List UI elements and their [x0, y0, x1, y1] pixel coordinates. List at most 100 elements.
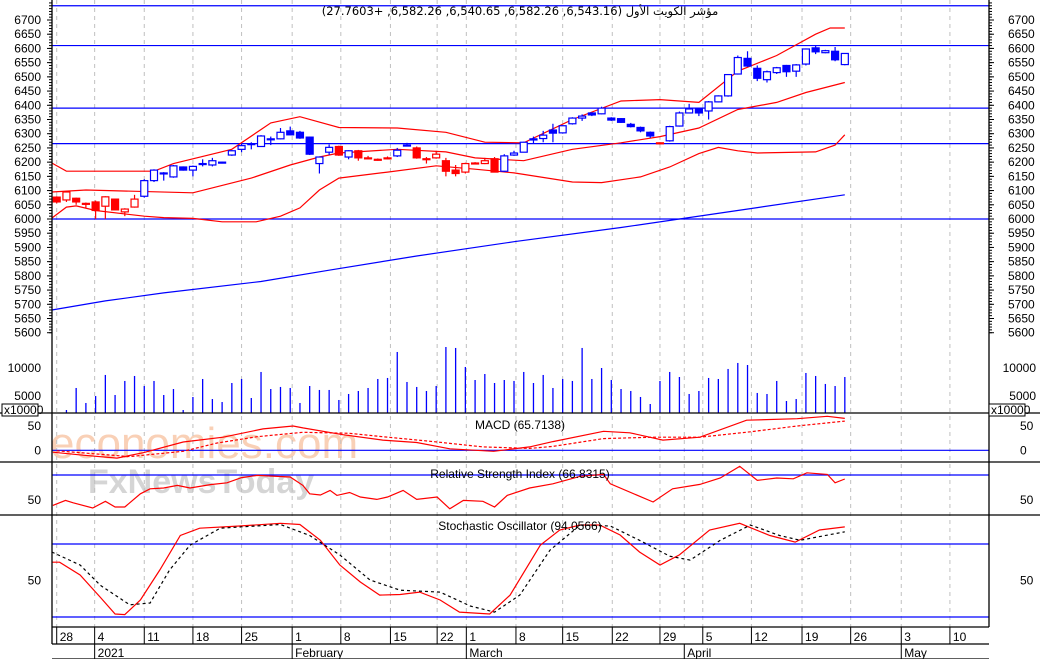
candle-body [772, 67, 781, 74]
day-tick-label: 1 [469, 630, 476, 644]
price-tick-label-left: 6550 [14, 56, 41, 70]
candle [315, 156, 324, 174]
stochastic-k-line [51, 522, 845, 616]
candle [305, 136, 314, 156]
price-tick-label-right: 5900 [1008, 240, 1035, 254]
price-tick-label-left: 6300 [14, 127, 41, 141]
price-tick-label-right: 6450 [1008, 84, 1035, 98]
candle [120, 208, 129, 217]
candle-body [694, 108, 703, 114]
candle [432, 150, 441, 159]
candle [597, 106, 606, 115]
candle [266, 136, 275, 146]
candle [247, 142, 256, 150]
day-tick-label: 3 [904, 630, 911, 644]
candle-body [548, 129, 558, 134]
candle-body [762, 71, 772, 81]
day-tick-label: 19 [805, 630, 819, 644]
candle-body [675, 112, 684, 127]
candle-body [840, 52, 849, 66]
price-tick-label-left: 6050 [14, 198, 41, 212]
candle [714, 95, 723, 103]
price-tick-label-right: 6600 [1008, 41, 1035, 55]
price-tick-label-left: 5750 [14, 283, 41, 297]
price-tick-label-left: 6600 [14, 41, 41, 55]
volume-unit-right: x10000 [991, 403, 1031, 417]
volume-tick-label-right: 5000 [1009, 389, 1036, 403]
candle [762, 70, 772, 83]
candle-body [597, 107, 606, 115]
candle-body [480, 160, 489, 165]
candle-body [354, 150, 363, 159]
candle-body [509, 152, 519, 156]
candle-body [636, 126, 645, 132]
candle-body [315, 156, 324, 165]
candle [140, 179, 149, 198]
candle [509, 150, 519, 156]
candle-body [247, 143, 256, 146]
candle [198, 159, 207, 167]
price-tick-label-right: 5850 [1008, 255, 1035, 269]
candle-body [266, 138, 275, 141]
candle-body [723, 73, 733, 97]
candle-body [149, 169, 159, 182]
candle [412, 146, 421, 159]
price-tick-label-right: 6000 [1008, 212, 1035, 226]
candle [500, 154, 509, 173]
stochastic-tick-label-right: 50 [1020, 573, 1034, 587]
price-tick-label-right: 6300 [1008, 127, 1035, 141]
candle [801, 48, 811, 66]
candle-body [334, 145, 343, 156]
price-tick-label-left: 6100 [14, 184, 41, 198]
price-tick-label-left: 5850 [14, 255, 41, 269]
candle [539, 130, 548, 143]
price-tick-label-right: 6500 [1008, 70, 1035, 84]
volume-bars [65, 347, 846, 413]
volume-tick-label-right: 10000 [1003, 361, 1037, 375]
candle [130, 194, 139, 208]
macd-title: MACD (65.7138) [475, 418, 565, 432]
price-tick-label-left: 5900 [14, 240, 41, 254]
day-tick-label: 8 [519, 630, 526, 644]
candle [607, 117, 616, 121]
price-tick-label-left: 6500 [14, 70, 41, 84]
macd-panel [52, 415, 989, 459]
macd-signal-line [56, 420, 845, 458]
candle [840, 52, 849, 66]
stochastic-title: Stochastic Oscillator (94.0566) [438, 519, 601, 533]
candle [441, 157, 450, 177]
candle-body [373, 158, 382, 161]
bollinger-middle-line [51, 81, 845, 194]
price-tick-label-right: 6200 [1008, 155, 1035, 169]
candle-body [830, 50, 840, 61]
month-tick-label: March [469, 646, 502, 659]
macd-tick-label-right: 0 [1020, 443, 1027, 457]
candle [363, 155, 373, 160]
candle-body [72, 197, 81, 203]
day-tick-label: 28 [60, 630, 74, 644]
candle-body [140, 180, 149, 197]
candle [480, 157, 489, 165]
candle [325, 144, 334, 156]
price-tick-label-right: 6400 [1008, 98, 1035, 112]
candle [490, 157, 499, 173]
price-tick-label-right: 5700 [1008, 297, 1035, 311]
candle-body [188, 165, 198, 171]
candle [461, 162, 470, 174]
rsi-panel [52, 465, 989, 510]
candle [52, 196, 61, 204]
candle-body [393, 149, 402, 157]
price-tick-label-left: 6650 [14, 27, 41, 41]
candle-body [743, 57, 752, 67]
day-tick-label: 1 [295, 630, 302, 644]
candle-body [607, 117, 616, 121]
candle-body [461, 162, 470, 173]
candle-body [62, 191, 71, 201]
candle [402, 142, 412, 147]
volume-unit-left: x10000 [4, 403, 44, 417]
candle-body [412, 147, 421, 159]
candle-body [198, 162, 207, 166]
